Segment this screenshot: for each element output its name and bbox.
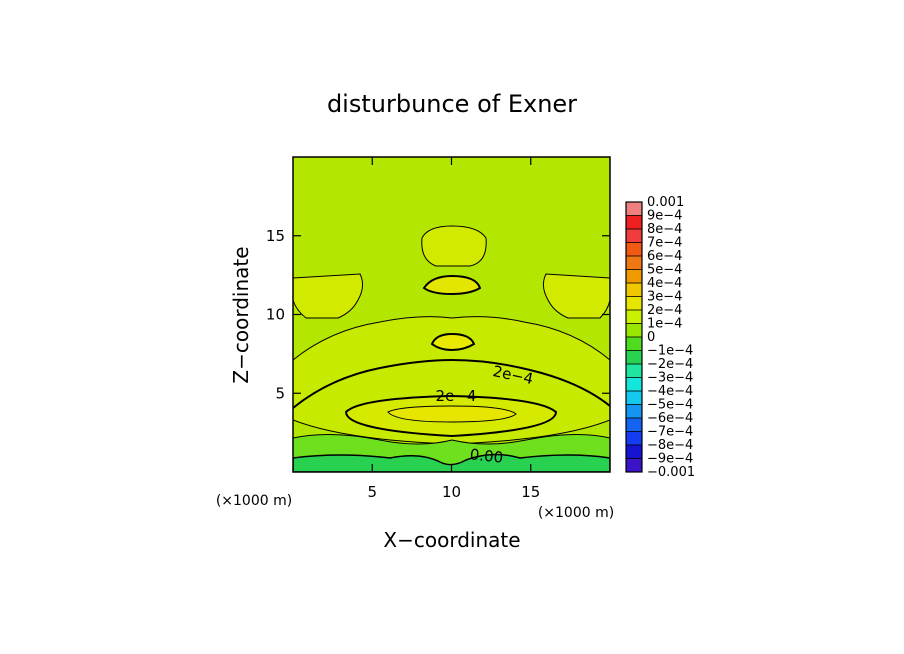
colorbar-swatch [626,391,642,405]
colorbar-label: −8e−4 [647,438,693,453]
colorbar-swatch [626,310,642,324]
colorbar-label: 0 [647,330,655,345]
y-tick-label: 15 [266,227,285,245]
field-inner-core [387,405,517,423]
colorbar-swatch [626,215,642,229]
colorbar-swatch [626,458,642,472]
y-axis-unit: (×1000 m) [216,493,292,509]
colorbar-label: 1e−4 [647,317,682,332]
colorbar-label: −1e−4 [647,344,693,359]
x-tick-label: 5 [367,483,377,501]
colorbar-label: −3e−4 [647,371,693,386]
colorbar-label: 9e−4 [647,209,682,224]
colorbar-label: −9e−4 [647,452,693,467]
y-tick-label: 10 [266,306,285,324]
colorbar-swatch [626,323,642,337]
colorbar-swatch [626,377,642,391]
colorbar-swatch [626,283,642,297]
contour-label-bottom: 0.00 [469,445,504,466]
field-left-lobe [293,273,364,319]
colorbar-swatch [626,364,642,378]
field-upper-lobe [421,225,487,267]
colorbar-swatch [626,229,642,243]
field-right-lobe [542,273,610,319]
x-axis-ticks: 5 10 15 [367,157,540,501]
colorbar-label: 5e−4 [647,263,682,278]
x-axis-title: X−coordinate [383,528,520,552]
colorbar-swatch [626,337,642,351]
colorbar: 0.0019e−48e−47e−46e−45e−44e−43e−42e−41e−… [625,195,695,480]
field-center-ring [430,332,476,352]
colorbar-swatch [626,445,642,459]
colorbar-label: −6e−4 [647,411,693,426]
chart-title: disturbunce of Exner [327,90,577,118]
colorbar-swatch [626,404,642,418]
colorbar-label: 2e−4 [647,303,682,318]
colorbar-label: −7e−4 [647,425,693,440]
colorbar-label: −5e−4 [647,398,693,413]
colorbar-label: 3e−4 [647,290,682,305]
colorbar-swatch [626,269,642,283]
colorbar-swatch [626,350,642,364]
colorbar-label: 7e−4 [647,236,682,251]
colorbar-swatch [626,296,642,310]
colorbar-swatch [626,256,642,270]
colorbar-swatch [626,242,642,256]
x-tick-label: 15 [521,483,540,501]
colorbar-swatch [626,431,642,445]
colorbar-label: 8e−4 [647,222,682,237]
x-axis-unit: (×1000 m) [538,505,614,521]
colorbar-label: 6e−4 [647,249,682,264]
colorbar-label: −4e−4 [647,384,693,399]
contour-label-middle: 2e−4 [436,387,477,405]
y-axis-title: Z−coordinate [229,246,253,383]
contour-field [293,157,610,472]
colorbar-label: −2e−4 [647,357,693,372]
colorbar-label: −0.001 [647,465,695,480]
colorbar-label: 0.001 [647,195,684,210]
field-upper-ring [422,274,482,296]
y-axis-ticks: 5 10 15 [266,227,610,402]
contour-2e-4-outer [293,358,610,409]
x-tick-label: 10 [442,483,461,501]
colorbar-label: 4e−4 [647,276,682,291]
colorbar-swatch [626,418,642,432]
y-tick-label: 5 [275,384,285,402]
colorbar-swatch [626,202,642,216]
